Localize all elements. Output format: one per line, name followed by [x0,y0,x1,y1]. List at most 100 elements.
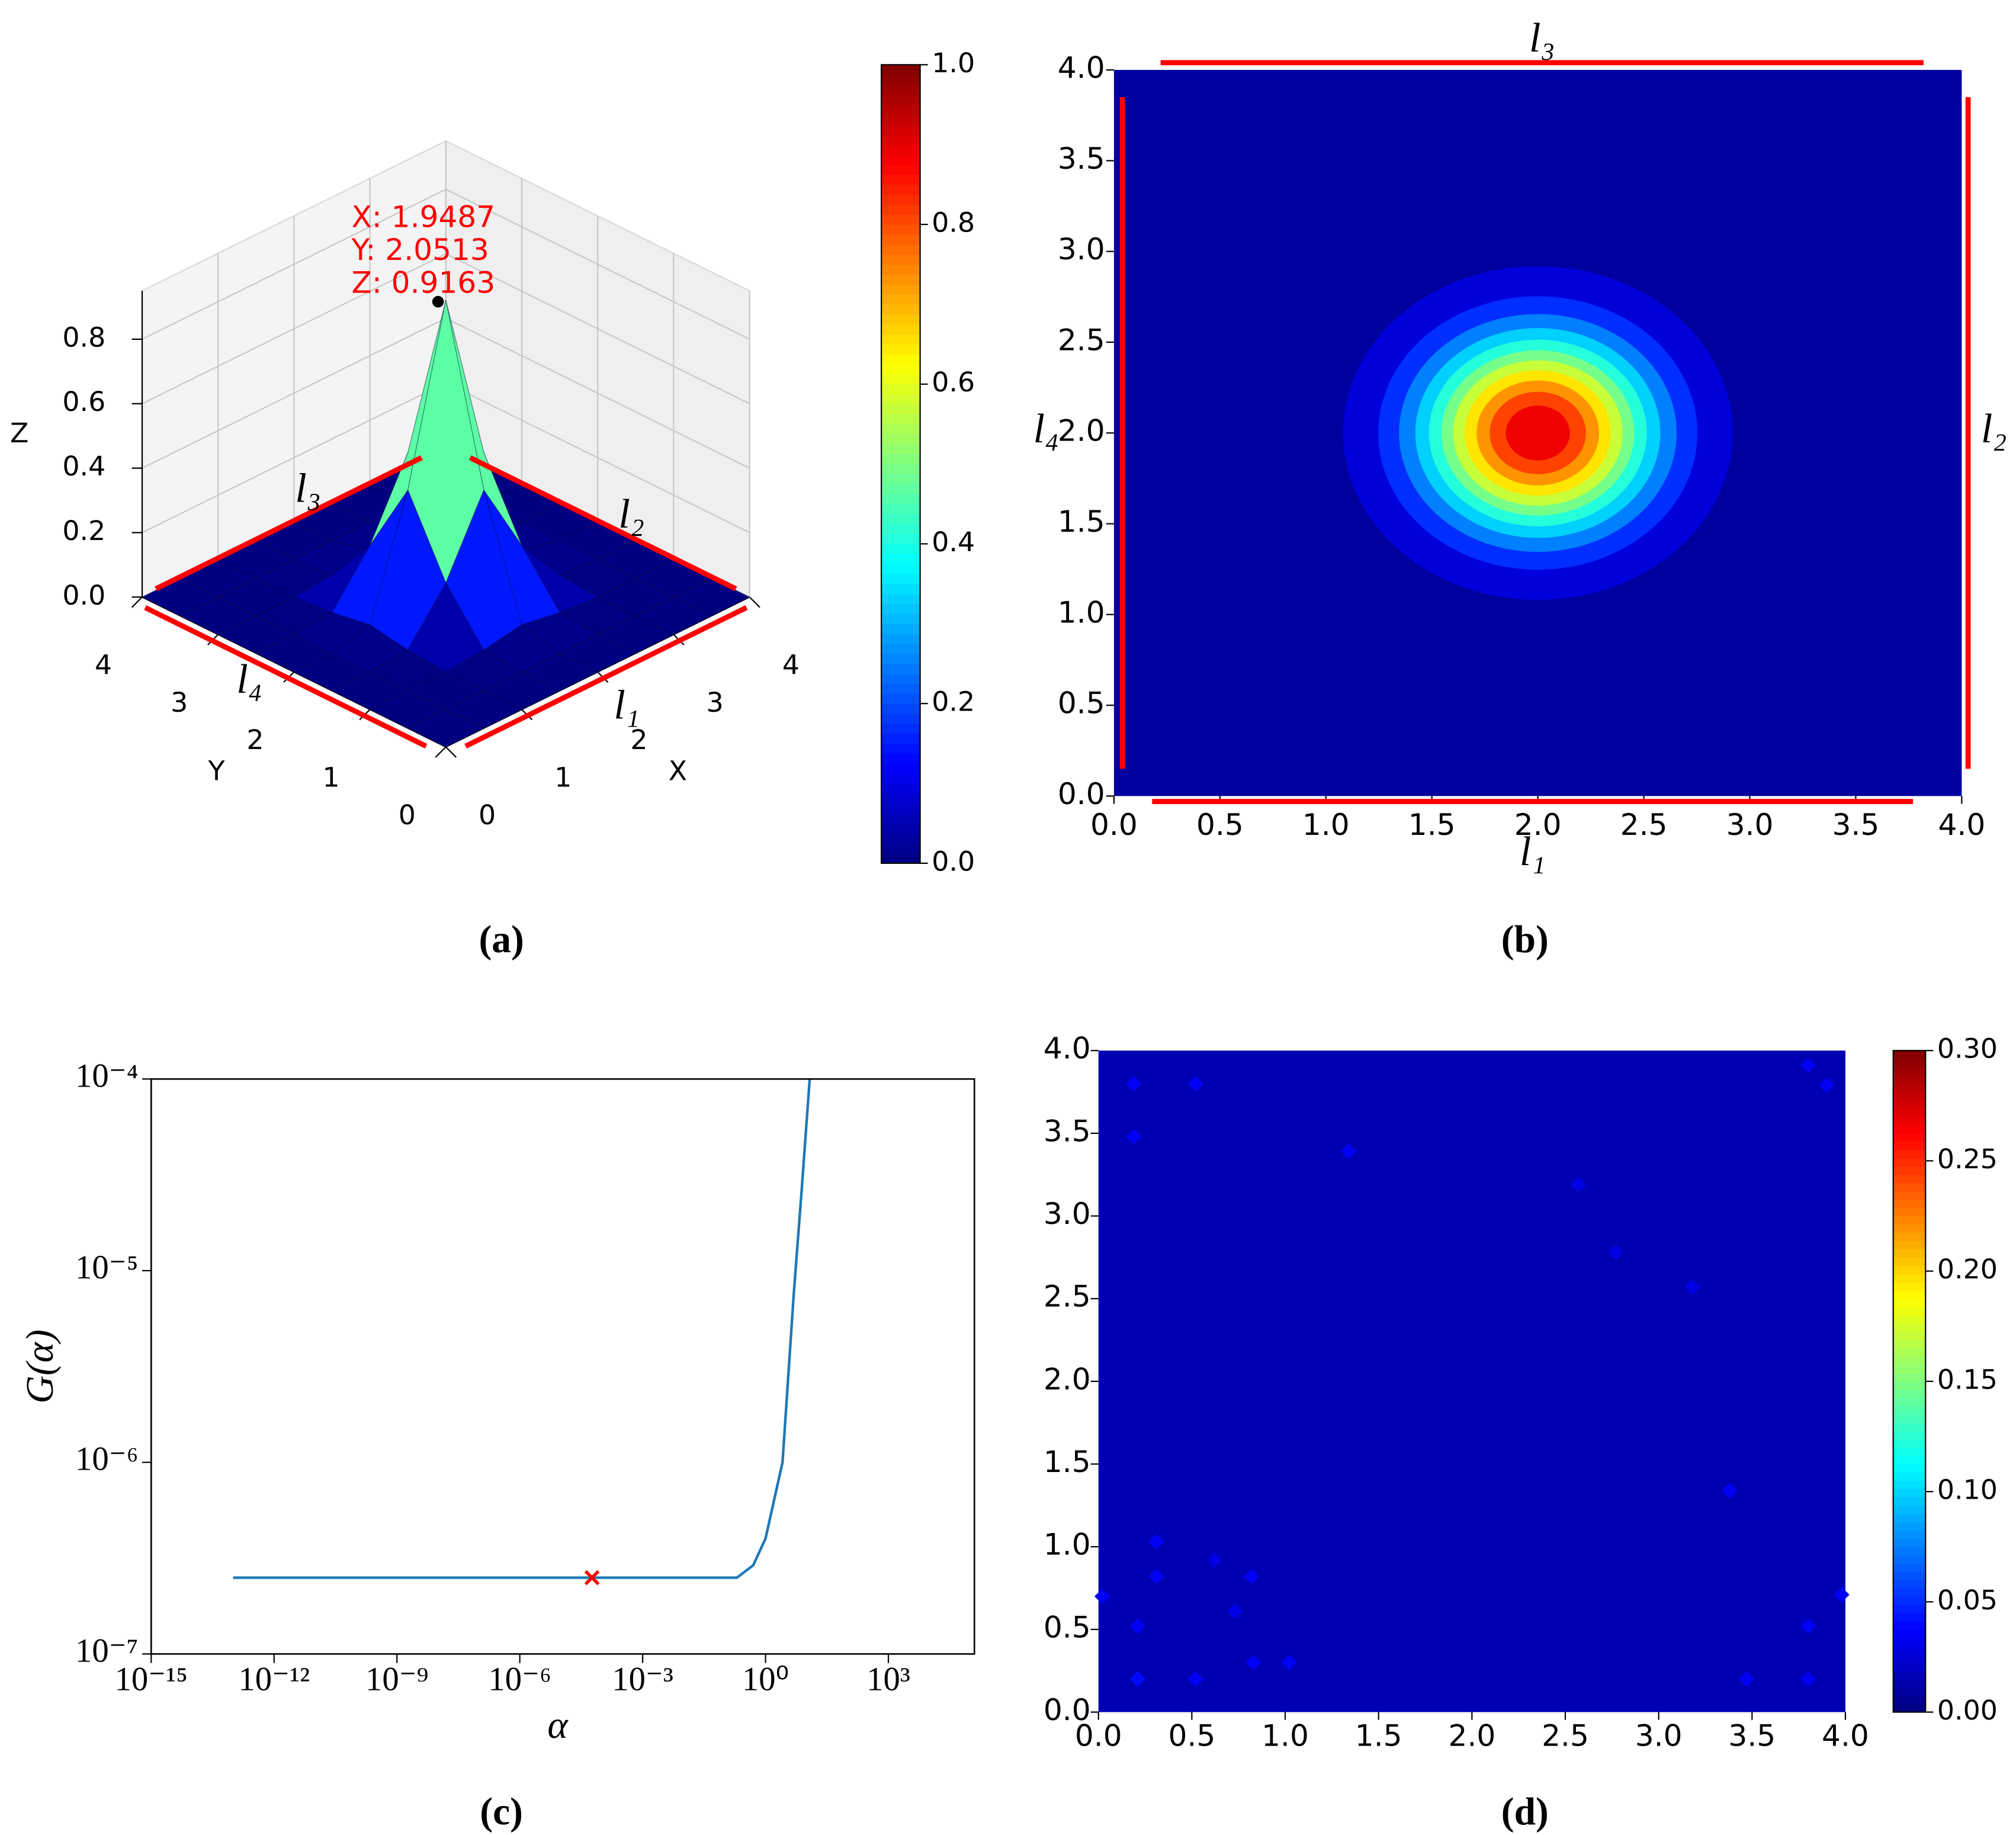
colorbar-segment [1893,1298,1926,1307]
colorbar-segment [881,653,920,664]
colorbar-segment [881,214,920,225]
colorbar-tick-label: 0.15 [1937,1363,1998,1395]
colorbar-segment [1893,1373,1926,1382]
colorbar-segment [881,174,920,185]
colorbar-segment [881,483,920,494]
surface-face [483,490,560,625]
y-tick-label: 10⁻⁶ [75,1441,138,1478]
colorbar-segment [881,393,920,405]
y-tick-label: 0.5 [1044,1609,1091,1644]
colorbar-segment [1893,1124,1926,1134]
heatmap-spot [1570,1177,1587,1193]
colorbar-segment [881,454,920,465]
boundary-label: l₂ [1981,406,2007,452]
colorbar-segment [881,523,920,535]
y-tick [131,596,143,608]
boundary-label: l₄ [236,657,262,702]
colorbar-segment [1893,1496,1926,1506]
colorbar-segment [881,683,920,694]
x-tick-label: 10⁻⁶ [488,1660,551,1698]
z-tick-label: 0.4 [62,450,105,482]
x-tick-label: 0.5 [1168,1718,1215,1753]
heatmap-spot [1800,1671,1816,1687]
colorbar-segment [881,314,920,325]
colorbar-segment [1893,1662,1926,1672]
colorbar-segment [1893,1174,1926,1184]
colorbar-tick-label: 0.05 [1937,1584,1998,1616]
z-tick-label: 0.8 [62,321,105,353]
colorbar-tick-label: 0.6 [932,366,975,398]
x-tick-label: 3.0 [1726,807,1774,842]
colorbar-segment [881,364,920,375]
colorbar-segment [1893,1248,1926,1258]
colorbar-segment [1893,1678,1926,1688]
heatmap-spot [1187,1671,1203,1687]
colorbar-segment [881,803,920,814]
colorbar-segment [1893,1571,1926,1580]
colorbar-segment [1893,1406,1926,1415]
colorbar-segment [1893,1133,1926,1142]
colorbar-segment [1893,1141,1926,1151]
colorbar-segment [881,154,920,165]
colorbar-segment [881,224,920,235]
boundary-line [144,605,428,749]
colorbar-segment [881,263,920,275]
heatmap-spot [1094,1588,1110,1605]
colorbar-frame [881,64,921,864]
colorbar-segment [1893,1463,1926,1473]
y-tick-label: 1.0 [1044,1527,1091,1562]
x-tick-label: 4.0 [1938,807,1985,842]
y-tick-label: 3.5 [1044,1113,1091,1148]
colorbar-segment [1893,1364,1926,1374]
colorbar-segment [881,593,920,605]
colorbar-segment [1893,1116,1926,1126]
colorbar-segment [881,374,920,385]
colorbar-segment [1893,1587,1926,1597]
y-tick-label: 10⁻⁵ [75,1249,138,1286]
y-tick-label: 10⁻⁷ [75,1632,138,1669]
colorbar-segment [881,403,920,414]
colorbar-segment [881,144,920,155]
y-tick-label: 10⁻⁴ [75,1057,138,1094]
annotation-label: X: 1.9487 [351,199,495,234]
colorbar-segment [881,693,920,704]
heatmap-spot [1738,1671,1754,1687]
colorbar-segment [1893,1306,1926,1316]
y-tick-label: 0.0 [1044,1692,1091,1727]
colorbar-segment [1893,1422,1926,1432]
colorbar-segment [881,384,920,395]
y-tick-label: 4 [95,649,112,681]
colorbar-segment [881,812,920,824]
colorbar-segment [1893,1521,1926,1531]
colorbar-segment [881,444,920,455]
heatmap-spot [1245,1654,1261,1670]
colorbar-segment [1893,1290,1926,1299]
heatmap-spot [1244,1569,1260,1585]
colorbar-segment [1893,1505,1926,1514]
z-tick-label: 0.0 [62,579,105,611]
colorbar-segment [881,822,920,834]
colorbar-segment [881,513,920,525]
surface-face [445,650,522,692]
y-tick-label: 3.0 [1044,1196,1091,1231]
colorbar-segment [1893,1108,1926,1117]
colorbar-segment [1893,1356,1926,1365]
z-tick-label: 0.6 [62,385,105,417]
colorbar-segment [881,463,920,475]
x-tick-label: 2.0 [1448,1718,1495,1753]
colorbar-segment [1893,1480,1926,1490]
colorbar-segment [1893,1646,1926,1655]
colorbar-segment [1893,1348,1926,1357]
colorbar-segment [1893,1438,1926,1448]
marker-stroke [584,1570,600,1586]
y-tick-label: 0.5 [1058,686,1105,721]
colorbar-segment [881,343,920,355]
y-tick-label: 3 [171,686,188,718]
colorbar-segment [1893,1455,1926,1465]
x-tick-label: 10⁻¹² [238,1660,310,1698]
y-tick-label: 2.5 [1044,1279,1091,1314]
y-tick-label: 2.0 [1058,413,1105,448]
heatmap-spot [1819,1077,1835,1093]
heatmap-spot [1187,1076,1203,1092]
